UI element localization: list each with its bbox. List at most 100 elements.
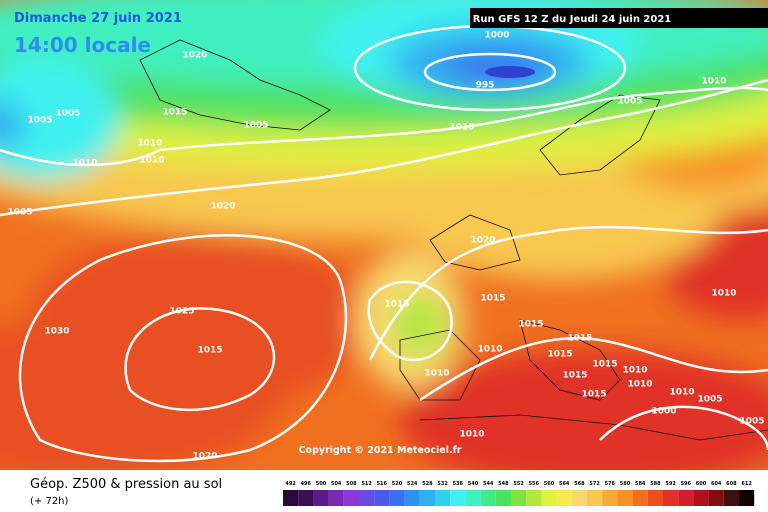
isobar-label: 1010 [477,345,502,355]
scale-swatch [556,490,572,506]
coastline [429,214,521,271]
coastline [519,319,621,401]
isobar-label: 1020 [210,202,235,212]
isobar-label: 1000 [651,407,676,417]
isobar-label: 1010 [459,430,484,440]
scale-swatch [283,490,299,506]
scale-swatch [571,490,587,506]
isobar-label: 1015 [592,360,617,370]
isobar-label: 1005 [7,208,32,218]
scale-label: 612 [741,481,752,487]
scale-swatch [708,490,724,506]
scale-label: 600 [696,481,707,487]
scale-swatch [465,490,481,506]
isobar-label: 1010 [701,77,726,87]
isobar-label: 1015 [547,350,572,360]
scale-label: 540 [468,481,479,487]
scale-swatch [389,490,405,506]
isobar [367,280,453,362]
isobar [18,234,348,463]
isobar-label: 1005 [697,395,722,405]
time-label: 14:00 locale [14,33,151,57]
scale-label: 548 [498,481,509,487]
scale-swatch [541,490,557,506]
isobar-label: 1005 [739,417,764,427]
isobar-label: 1005 [55,109,80,119]
scale-swatch [663,490,679,506]
isobar-label: 1030 [44,327,69,337]
scale-label: 608 [726,481,737,487]
isobar [419,336,768,402]
isobar-label: 1010 [424,369,449,379]
isobar-label: 1015 [567,334,592,344]
scale-label: 564 [559,481,570,487]
isobar [599,405,768,451]
isobar-label: 1020 [192,452,217,462]
isobar-label: 1015 [384,300,409,310]
scale-label: 536 [453,481,464,487]
isobar [124,307,276,412]
scale-swatch [313,490,329,506]
isobar-label: 1005 [243,121,268,131]
isobar-label: 1015 [162,108,187,118]
scale-swatch [526,490,542,506]
isobar-label: 1005 [27,116,52,126]
run-label: Run GFS 12 Z du Jeudi 24 juin 2021 [473,14,672,25]
isobar-label: 1015 [197,346,222,356]
scale-swatch [328,490,344,506]
isobar-label: 1010 [669,388,694,398]
isobar-label: 1005 [617,97,642,107]
scale-swatch [374,490,390,506]
scale-label: 500 [316,481,327,487]
scale-label: 596 [681,481,692,487]
isobar-label: 1000 [484,31,509,41]
isobar-label: 1015 [581,390,606,400]
scale-label: 568 [574,481,585,487]
scale-swatch [298,490,314,506]
scale-label: 552 [513,481,524,487]
scale-label: 508 [346,481,357,487]
scale-label: 560 [544,481,555,487]
scale-label: 492 [285,481,296,487]
scale-label: 504 [331,481,342,487]
isobar [423,52,557,92]
scale-swatch [450,490,466,506]
coastline [139,39,331,131]
scale-label: 588 [650,481,661,487]
isobar-label: 1015 [562,371,587,381]
isobar-label: 1010 [622,366,647,376]
scale-swatch [343,490,359,506]
isobar-label: 1010 [137,139,162,149]
scale-swatch [617,490,633,506]
isobar [0,86,768,167]
scale-swatch [602,490,618,506]
scale-label: 524 [407,481,418,487]
lead-time: (+ 72h) [30,496,69,507]
scale-swatch [404,490,420,506]
isobar-label: 1010 [627,380,652,390]
scale-swatch [495,490,511,506]
scale-swatch [693,490,709,506]
isobar-label: 1015 [480,294,505,304]
isobar-label: 1010 [72,159,97,169]
map-background [0,0,768,470]
copyright: Copyright © 2021 Meteociel.fr [299,445,462,456]
scale-label: 532 [437,481,448,487]
isobar-label: 1010 [139,156,164,166]
scale-label: 544 [483,481,494,487]
scale-swatch [419,490,435,506]
scale-label: 604 [711,481,722,487]
scale-swatch [359,490,375,506]
scale-label: 592 [665,481,676,487]
scale-label: 528 [422,481,433,487]
isobar-label: 1020 [182,51,207,61]
isobar-label: 1025 [169,307,194,317]
scale-label: 584 [635,481,646,487]
scale-swatch [632,490,648,506]
scale-label: 512 [361,481,372,487]
isobar-label: 995 [476,81,495,91]
isobar [0,78,768,217]
scale-swatch [435,490,451,506]
isobar [368,225,768,361]
